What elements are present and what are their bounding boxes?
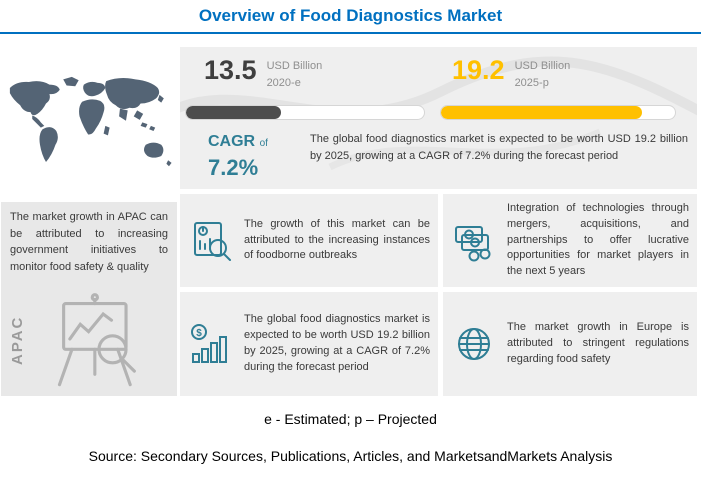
progress-bar-2025	[440, 105, 676, 120]
quadrant-text: Integration of technologies through merg…	[507, 201, 689, 278]
source-note: Source: Secondary Sources, Publications,…	[88, 448, 613, 464]
unit-label-2025: USD Billion	[514, 60, 571, 72]
quadrant-growth-driver: The growth of this market can be attribu…	[180, 194, 438, 287]
stats-panel: 13.5 USD Billion 2020-e 19.2 USD Billion…	[180, 47, 697, 396]
market-unit-2025: USD Billion 2025-p	[515, 57, 571, 91]
svg-text:$: $	[196, 328, 202, 339]
period-label-2020: 2020-e	[266, 76, 301, 89]
cagr-value: 7.2%	[208, 155, 259, 180]
quadrant-text: The global food diagnostics market is ex…	[244, 313, 430, 373]
page-title: Overview of Food Diagnostics Market	[198, 6, 503, 25]
world-map	[1, 47, 177, 202]
divider-vertical	[438, 189, 443, 396]
world-map-graphic	[9, 76, 172, 166]
title-divider	[0, 32, 701, 34]
market-value-2025: 19.2	[452, 55, 505, 85]
quadrant-text: The growth of this market can be attribu…	[244, 217, 430, 262]
globe-icon	[449, 322, 499, 366]
cagr-of-label: of	[259, 138, 268, 149]
money-partnership-icon	[449, 219, 499, 263]
apac-label: APAC	[9, 315, 26, 365]
quadrant-europe: The market growth in Europe is attribute…	[443, 292, 697, 396]
progress-fill-2025	[441, 106, 643, 119]
market-value-2020: 13.5	[204, 55, 257, 85]
cagr-label: CAGR	[208, 133, 256, 150]
quadrant-opportunities: Integration of technologies through merg…	[443, 194, 697, 287]
footnote-legend: e - Estimated; p – Projected	[264, 411, 437, 427]
market-unit-2020: USD Billion 2020-e	[267, 57, 323, 91]
unit-label-2020: USD Billion	[266, 60, 323, 72]
bar-chart-dollar-icon: $	[186, 322, 236, 366]
apac-panel: The market growth in APAC can be attribu…	[1, 47, 177, 396]
progress-fill-2020	[186, 106, 282, 119]
apac-growth-text: The market growth in APAC can be attribu…	[10, 211, 168, 273]
presentation-chart-magnifier-icon	[47, 289, 151, 393]
progress-bar-2020	[185, 105, 425, 120]
period-label-2025: 2025-p	[514, 76, 549, 89]
stat-2020: 13.5 USD Billion 2020-e	[204, 57, 322, 91]
quadrant-forecast: $ The global food diagnostics market is …	[180, 292, 438, 396]
quadrant-text: The market growth in Europe is attribute…	[507, 321, 689, 365]
market-summary-text: The global food diagnostics market is ex…	[310, 133, 688, 162]
chart-magnifier-icon	[186, 219, 236, 263]
cagr-block: CAGR of 7.2%	[208, 133, 268, 181]
stat-2025: 19.2 USD Billion 2025-p	[452, 57, 570, 91]
